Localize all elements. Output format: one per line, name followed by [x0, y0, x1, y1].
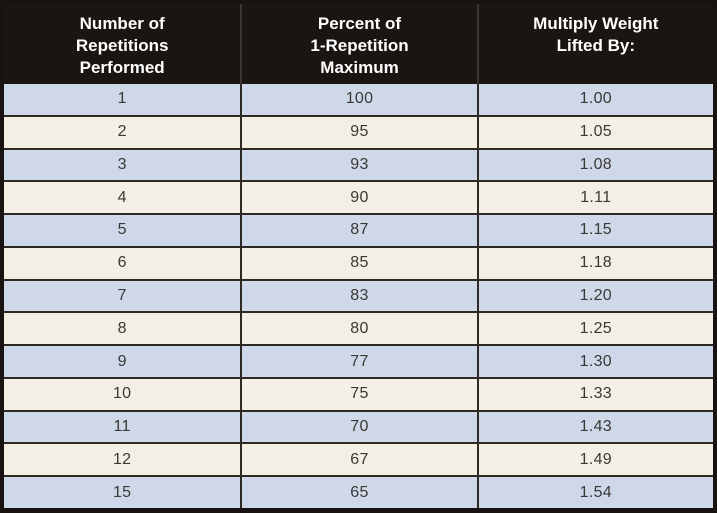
cell-percent: 65: [240, 477, 476, 508]
table-row: 9 77 1.30: [4, 344, 713, 377]
cell-percent: 95: [240, 116, 476, 148]
header-line: Multiply Weight: [533, 14, 659, 33]
cell-multiplier: 1.00: [476, 84, 713, 115]
cell-multiplier: 1.05: [476, 116, 713, 148]
table-row: 6 85 1.18: [4, 245, 713, 279]
table-row: 11 70 1.43: [4, 409, 713, 443]
table-row: 8 80 1.25: [4, 311, 713, 345]
table-row: 5 87 1.15: [4, 213, 713, 246]
cell-multiplier: 1.20: [476, 280, 713, 312]
cell-repetitions: 15: [112, 483, 132, 501]
cell-repetitions: 12: [112, 450, 132, 468]
cell-multiplier: 1.25: [476, 313, 713, 345]
cell-repetitions: 4: [117, 188, 127, 206]
header-line: Performed: [79, 58, 165, 77]
cell-repetitions: 3: [117, 155, 127, 173]
cell-percent: 83: [240, 280, 476, 312]
header-line: Percent of: [317, 14, 402, 33]
table-row: 10 75 1.33: [4, 376, 713, 410]
header-repetitions-performed: Number of Repetitions Performed: [4, 4, 240, 84]
table-row: 12 67 1.49: [4, 442, 713, 476]
cell-percent: 93: [240, 149, 476, 181]
header-line: Lifted By:: [556, 36, 636, 55]
table-row: 2 95 1.05: [4, 114, 713, 148]
cell-multiplier: 1.54: [476, 477, 713, 508]
header-line: 1-Repetition: [310, 36, 409, 55]
header-line: Number of: [79, 14, 165, 33]
table-row: 4 90 1.11: [4, 180, 713, 214]
cell-multiplier: 1.49: [476, 444, 713, 476]
table-header-row: Number of Repetitions Performed Percent …: [4, 4, 713, 84]
cell-percent: 75: [240, 378, 476, 410]
cell-percent: 67: [240, 444, 476, 476]
cell-repetitions: 10: [112, 385, 132, 403]
cell-repetitions: 7: [117, 286, 127, 304]
cell-multiplier: 1.08: [476, 149, 713, 181]
header-line: Maximum: [320, 58, 399, 77]
header-percent-1rm: Percent of 1-Repetition Maximum: [240, 4, 476, 84]
cell-repetitions: 1: [117, 90, 127, 108]
cell-multiplier: 1.15: [476, 215, 713, 246]
cell-repetitions: 11: [113, 418, 131, 436]
cell-repetitions: 6: [117, 254, 127, 272]
table-body: 1 100 1.00 2 95 1.05 3 93 1.08 4 90 1.11…: [4, 84, 713, 508]
cell-multiplier: 1.33: [476, 378, 713, 410]
cell-percent: 70: [240, 411, 476, 443]
cell-multiplier: 1.43: [476, 411, 713, 443]
cell-repetitions: 8: [117, 319, 127, 337]
cell-repetitions: 5: [117, 221, 127, 239]
cell-percent: 90: [240, 182, 476, 214]
table-row: 7 83 1.20: [4, 278, 713, 312]
cell-percent: 85: [240, 247, 476, 279]
cell-percent: 80: [240, 313, 476, 345]
cell-repetitions: 2: [117, 123, 127, 141]
cell-percent: 87: [240, 215, 476, 246]
cell-multiplier: 1.11: [476, 182, 713, 214]
cell-percent: 77: [240, 346, 476, 377]
cell-multiplier: 1.18: [476, 247, 713, 279]
header-multiply-weight: Multiply Weight Lifted By:: [476, 4, 713, 84]
cell-repetitions: 9: [117, 352, 127, 370]
table-row: 3 93 1.08: [4, 147, 713, 181]
table-row: 1 100 1.00: [4, 84, 713, 115]
header-line: Repetitions: [75, 36, 169, 55]
table-row: 15 65 1.54: [4, 475, 713, 508]
cell-percent: 100: [240, 84, 476, 115]
cell-multiplier: 1.30: [476, 346, 713, 377]
